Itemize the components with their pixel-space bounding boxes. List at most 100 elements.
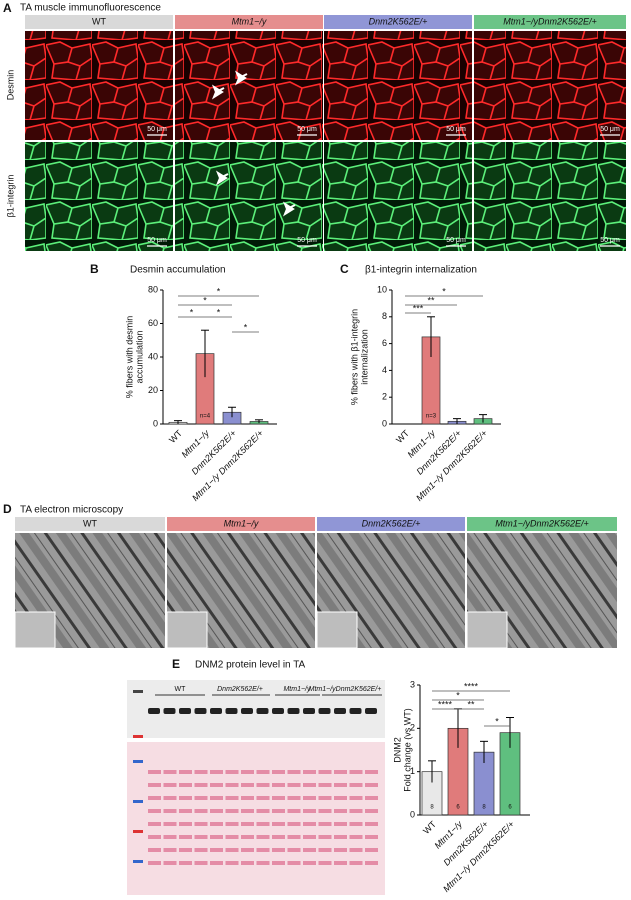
lane-label: WT xyxy=(175,686,187,693)
scale-bar-label: 50 μm xyxy=(600,126,620,133)
ladder xyxy=(133,830,143,833)
ponceau-band xyxy=(303,848,316,852)
band xyxy=(210,708,222,714)
ponceau-band xyxy=(318,835,332,839)
ladder xyxy=(133,860,143,863)
ponceau-band xyxy=(148,861,161,865)
x-tick-label: WT xyxy=(421,819,438,836)
arrow xyxy=(211,84,225,100)
micrograph xyxy=(175,142,323,251)
ponceau-band xyxy=(349,770,363,774)
ponceau-band xyxy=(194,861,208,865)
ponceau-band xyxy=(303,861,316,865)
micrograph xyxy=(474,31,626,140)
band xyxy=(194,708,207,714)
column-header xyxy=(175,15,323,29)
band xyxy=(241,708,253,714)
micrograph xyxy=(324,142,472,251)
significance-label: ** xyxy=(467,699,475,709)
ponceau-band xyxy=(163,822,177,826)
ponceau-band xyxy=(272,783,285,787)
ponceau-band xyxy=(210,796,223,800)
ponceau-band xyxy=(318,861,332,865)
panel-title: TA muscle immunofluorescence xyxy=(20,3,161,14)
x-tick-label: WT xyxy=(394,428,411,445)
band xyxy=(365,708,377,714)
ponceau-band xyxy=(163,835,177,839)
significance-label: *** xyxy=(413,303,424,313)
y-axis-label: % fibers with desmin xyxy=(124,316,134,399)
ponceau-band xyxy=(272,822,285,826)
ponceau-band xyxy=(194,796,208,800)
panel-letter: E xyxy=(172,657,180,671)
ponceau-band xyxy=(163,809,177,813)
band xyxy=(287,708,300,714)
band xyxy=(256,708,269,714)
ponceau-band xyxy=(272,770,285,774)
row-label: β1-integrin xyxy=(5,175,15,218)
ponceau-band xyxy=(225,783,239,787)
y-tick-label: 0 xyxy=(153,418,158,428)
ponceau-band xyxy=(334,809,347,813)
n-label: 8 xyxy=(430,805,434,811)
ponceau-band xyxy=(318,796,332,800)
n-label: 6 xyxy=(456,805,460,811)
ponceau-band xyxy=(256,835,270,839)
y-tick-label: 6 xyxy=(382,338,387,348)
ponceau-band xyxy=(349,835,363,839)
ponceau-band xyxy=(148,796,161,800)
ponceau-band xyxy=(256,783,270,787)
ponceau-band xyxy=(349,809,363,813)
ponceau-band xyxy=(194,848,208,852)
y-axis-label: Fold change (vs WT) xyxy=(402,708,412,792)
band xyxy=(148,708,160,714)
ponceau-band xyxy=(334,770,347,774)
micrograph xyxy=(474,142,626,251)
ponceau-band xyxy=(241,809,254,813)
ponceau-band xyxy=(334,835,347,839)
ponceau-band xyxy=(256,822,270,826)
chart-title: Desmin accumulation xyxy=(130,265,226,276)
y-tick-label: 10 xyxy=(377,284,387,294)
significance-label: * xyxy=(456,690,460,700)
ponceau-band xyxy=(272,848,285,852)
x-tick-label: WT xyxy=(167,428,184,445)
ponceau-band xyxy=(365,809,378,813)
ponceau-band xyxy=(287,835,301,839)
ponceau-band xyxy=(163,861,177,865)
ponceau-band xyxy=(334,783,347,787)
y-tick-label: 1 xyxy=(410,766,415,776)
ponceau-band xyxy=(148,783,161,787)
ponceau-band xyxy=(179,796,192,800)
ponceau-band xyxy=(225,848,239,852)
ponceau-band xyxy=(334,848,347,852)
ponceau-band xyxy=(318,809,332,813)
micrograph xyxy=(25,142,173,251)
ponceau-band xyxy=(303,783,316,787)
ponceau-band xyxy=(303,835,316,839)
ponceau-band xyxy=(365,783,378,787)
band xyxy=(163,708,176,714)
scale-bar-label: 50 μm xyxy=(446,237,466,244)
ponceau-band xyxy=(225,770,239,774)
ponceau-band xyxy=(225,822,239,826)
ponceau-band xyxy=(241,835,254,839)
significance-label: **** xyxy=(464,681,479,691)
column-header xyxy=(15,517,165,531)
ponceau-band xyxy=(194,835,208,839)
ponceau-band xyxy=(349,783,363,787)
ponceau-band xyxy=(365,835,378,839)
ponceau-band xyxy=(349,822,363,826)
column-header xyxy=(474,15,626,29)
ponceau-band xyxy=(303,770,316,774)
ponceau-band xyxy=(349,848,363,852)
ponceau-band xyxy=(210,848,223,852)
inset xyxy=(316,611,358,649)
column-header xyxy=(324,15,472,29)
ponceau-band xyxy=(194,783,208,787)
ponceau-band xyxy=(318,848,332,852)
ponceau-band xyxy=(163,783,177,787)
band xyxy=(349,708,362,714)
band xyxy=(334,708,346,714)
